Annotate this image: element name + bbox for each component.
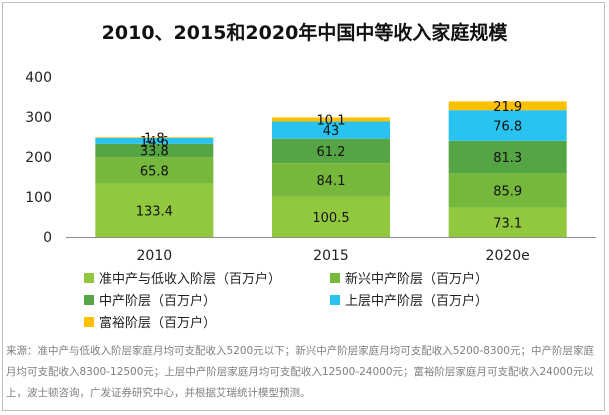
data-label-2020e-2: 85.9 — [493, 185, 522, 200]
data-label-2015-2: 84.1 — [317, 174, 346, 189]
legend-swatch-2 — [330, 272, 340, 283]
bar-segment-2015-1 — [272, 196, 390, 237]
legend-item-5: 富裕阶层（百万户） — [84, 312, 216, 331]
bar-segment-2010-3 — [95, 143, 214, 158]
data-label-2015-3: 61.2 — [317, 145, 346, 160]
legend-label-5: 富裕阶层（百万户） — [99, 316, 217, 331]
bar-segment-2015-2 — [272, 163, 390, 197]
stacked-bar-chart: 0 100 200 300 400 133.4 65.8 33.814.61.8 2010 100… — [25, 70, 596, 264]
data-label-2010-2: 65.8 — [140, 164, 169, 179]
bar-segment-2010-5 — [95, 137, 214, 138]
chart-title: 2010、2015和2020年中国中等收入家庭规模 — [101, 22, 508, 44]
legend-item-2: 新兴中产阶层（百万户） — [330, 268, 488, 287]
y-tick-label: 100 — [25, 190, 52, 206]
legend-label-2: 新兴中产阶层（百万户） — [345, 272, 489, 287]
chart-frame — [2, 2, 605, 411]
legend-swatch-5 — [84, 316, 94, 327]
data-label-2010-4: 14.6 — [140, 135, 169, 150]
legend-swatch-4 — [330, 294, 340, 305]
bar-segment-2020e-5 — [448, 101, 567, 111]
bar-segment-2020e-3 — [448, 140, 567, 174]
bar-segment-2010-1 — [95, 183, 214, 237]
legend-label-3: 中产阶层（百万户） — [99, 294, 217, 309]
data-label-2015-1: 100.5 — [312, 211, 349, 226]
bar-segment-2015-3 — [272, 138, 390, 164]
x-tick-label: 2020e — [486, 248, 530, 264]
legend-item-3: 中产阶层（百万户） — [84, 290, 216, 309]
legend-label-1: 准中产与低收入阶层（百万户） — [99, 272, 282, 287]
bar-segment-2020e-1 — [448, 207, 567, 237]
legend-item-4: 上层中产阶层（百万户） — [330, 290, 488, 309]
y-tick-label: 300 — [25, 110, 52, 126]
data-label-2010-5: 1.8 — [144, 132, 165, 147]
y-tick-label: 0 — [43, 230, 52, 246]
data-label-2020e-5: 21.9 — [493, 100, 522, 115]
data-label-2020e-1: 73.1 — [493, 216, 522, 231]
bar-segment-2015-5 — [272, 117, 390, 122]
bar-segment-2020e-4 — [448, 110, 567, 141]
bar-segment-2020e-2 — [448, 173, 567, 208]
legend-swatch-1 — [84, 272, 94, 283]
x-tick-label: 2015 — [313, 248, 349, 264]
data-label-2010-1: 133.4 — [136, 204, 173, 219]
bar-segment-2010-4 — [95, 137, 214, 144]
data-label-2015-4: 43 — [323, 124, 340, 139]
x-tick-label: 2010 — [137, 248, 173, 264]
y-tick-label: 400 — [25, 70, 52, 86]
legend-item-1: 准中产与低收入阶层（百万户） — [84, 268, 281, 287]
data-label-2010-3: 33.8 — [140, 145, 169, 160]
data-label-2015-5: 10.1 — [317, 113, 346, 128]
source-note: 来源：准中产与低收入阶层家庭月均可支配收入5200元以下；新兴中产阶层家庭月均可… — [6, 345, 594, 399]
y-tick-label: 200 — [25, 150, 52, 166]
data-label-2020e-3: 81.3 — [493, 151, 522, 166]
legend-swatch-3 — [84, 294, 94, 305]
data-label-2020e-4: 76.8 — [493, 120, 522, 135]
legend-label-4: 上层中产阶层（百万户） — [345, 294, 489, 309]
bar-segment-2015-4 — [272, 121, 390, 139]
bar-segment-2010-2 — [95, 157, 214, 184]
